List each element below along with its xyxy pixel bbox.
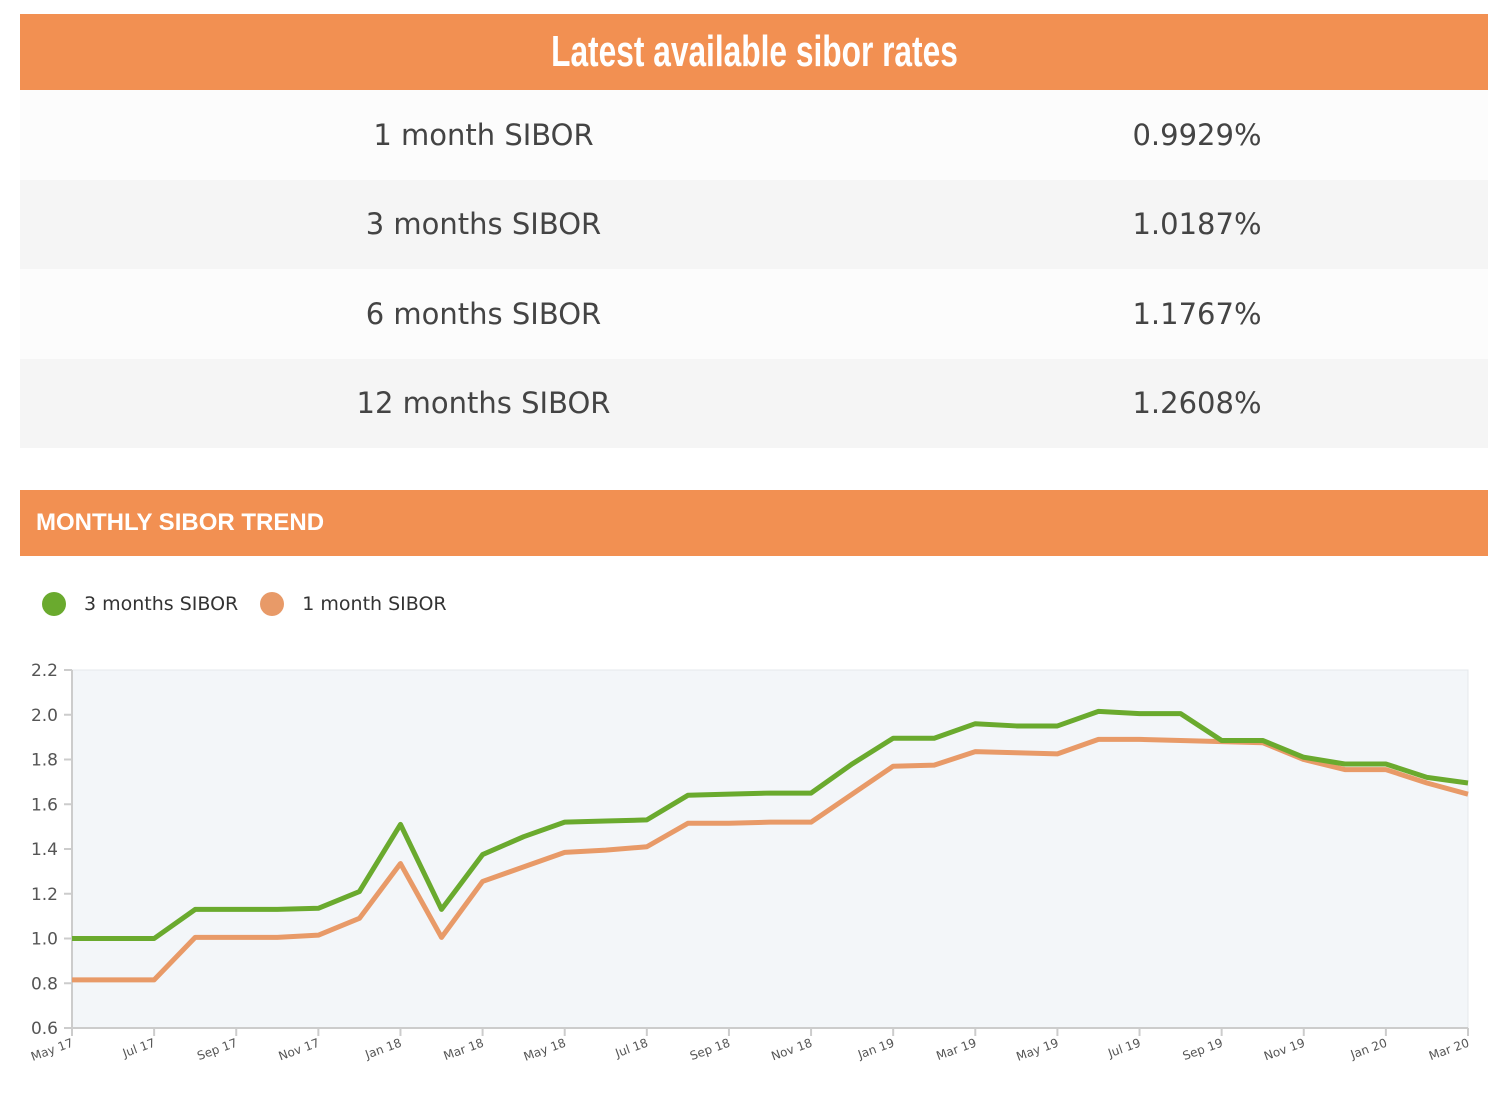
table-row: 1 month SIBOR 0.9929% — [20, 90, 1488, 180]
x-tick-label: Jan 19 — [855, 1036, 896, 1062]
rate-value: 1.2608% — [1132, 386, 1262, 421]
x-tick-label: Mar 19 — [934, 1036, 978, 1063]
x-tick-label: May 18 — [522, 1036, 568, 1064]
x-tick-label: Jul 17 — [120, 1036, 157, 1061]
y-tick-label: 1.6 — [31, 795, 58, 815]
legend-label: 3 months SIBOR — [84, 593, 239, 615]
table-row: 12 months SIBOR 1.2608% — [20, 358, 1488, 448]
trend-title: MONTHLY SIBOR TREND — [36, 509, 325, 536]
x-tick-label: Mar 20 — [1427, 1036, 1471, 1063]
rate-name: 3 months SIBOR — [365, 207, 602, 242]
plot-area — [71, 669, 1469, 1029]
rate-value: 1.0187% — [1132, 207, 1262, 242]
rate-name: 6 months SIBOR — [365, 296, 602, 331]
x-tick-label: Sep 19 — [1181, 1036, 1225, 1063]
rates-header: Latest available sibor rates — [20, 14, 1488, 90]
rates-table: 1 month SIBOR 0.9929% 3 months SIBOR 1.018… — [20, 90, 1488, 448]
rate-name: 1 month SIBOR — [373, 117, 594, 152]
x-tick-label: May 19 — [1014, 1036, 1060, 1064]
x-tick-label: Sep 17 — [195, 1036, 239, 1063]
y-tick-label: 2.2 — [31, 661, 58, 681]
y-tick-label: 2.0 — [31, 706, 58, 726]
rate-value: 1.1767% — [1132, 296, 1262, 331]
rates-title: Latest available sibor rates — [550, 27, 958, 76]
y-tick-label: 1.8 — [31, 751, 58, 771]
table-row: 6 months SIBOR 1.1767% — [20, 269, 1488, 359]
x-tick-label: Nov 18 — [769, 1036, 814, 1064]
rate-name: 12 months SIBOR — [356, 386, 611, 421]
x-tick-label: Jul 18 — [613, 1036, 650, 1061]
x-tick-label: Nov 17 — [277, 1036, 322, 1064]
y-tick-label: 0.6 — [31, 1019, 58, 1039]
legend-dot-icon — [42, 592, 66, 616]
y-tick-label: 1.4 — [31, 840, 58, 860]
legend-label: 1 month SIBOR — [302, 593, 447, 615]
x-tick-label: Jan 18 — [362, 1036, 403, 1062]
x-tick-label: Mar 18 — [442, 1036, 486, 1063]
rate-value: 0.9929% — [1132, 117, 1262, 152]
x-tick-label: Nov 19 — [1262, 1036, 1307, 1064]
table-row: 3 months SIBOR 1.0187% — [20, 179, 1488, 269]
chart-legend: 3 months SIBOR 1 month SIBOR — [42, 592, 447, 616]
x-tick-label: May 17 — [29, 1036, 75, 1064]
x-tick-label: Jan 20 — [1348, 1036, 1389, 1062]
y-tick-label: 1.2 — [31, 885, 58, 905]
trend-header: MONTHLY SIBOR TREND — [20, 490, 1488, 556]
y-tick-label: 0.8 — [31, 974, 58, 994]
x-tick-label: Jul 19 — [1105, 1036, 1142, 1061]
y-tick-label: 1.0 — [31, 930, 58, 950]
legend-dot-icon — [260, 592, 285, 616]
legend-item-3m[interactable]: 3 months SIBOR — [42, 592, 238, 616]
legend-item-1m[interactable]: 1 month SIBOR — [260, 592, 447, 616]
x-tick-label: Sep 18 — [688, 1036, 732, 1063]
